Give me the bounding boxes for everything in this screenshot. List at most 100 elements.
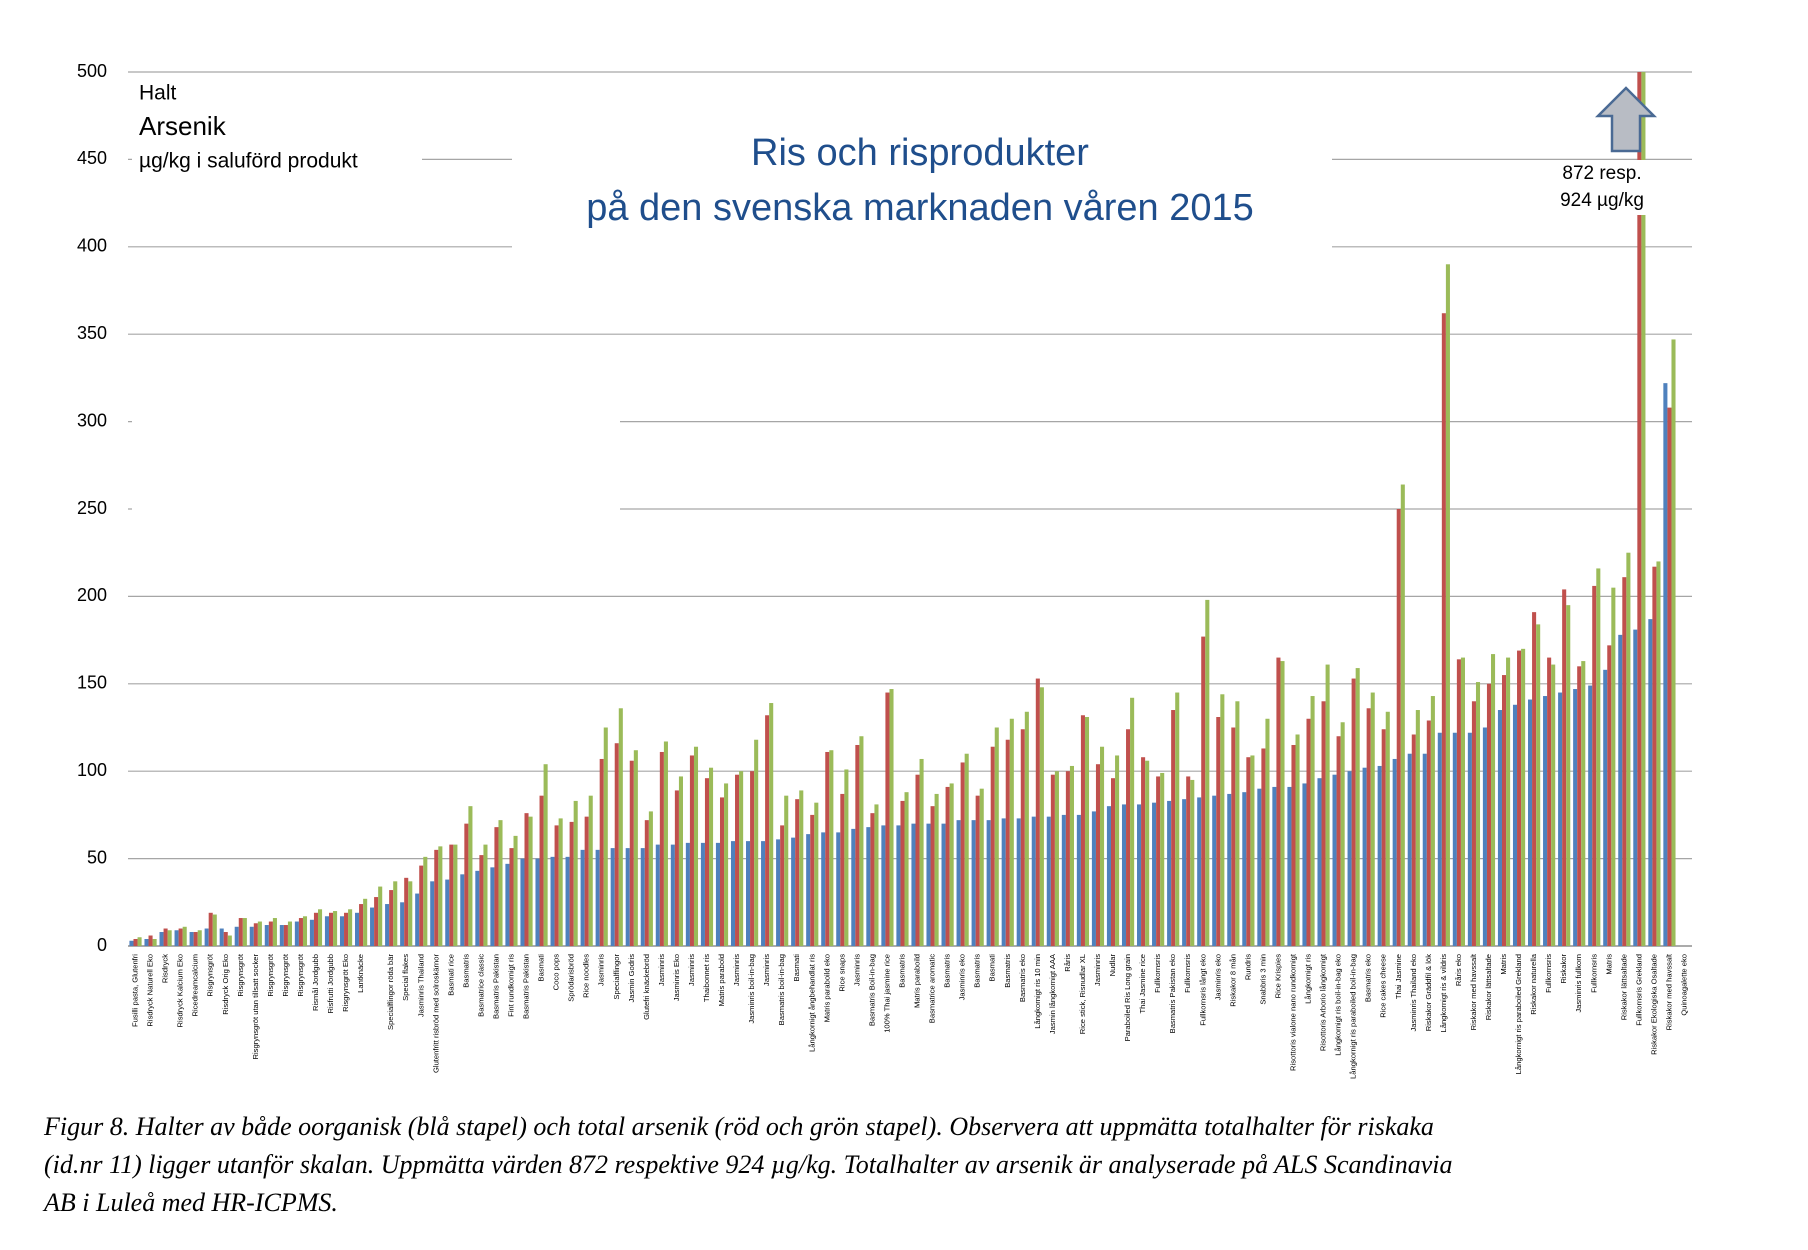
bar xyxy=(1588,685,1593,946)
bar xyxy=(468,806,473,946)
x-tick-label: Matris xyxy=(1604,954,1613,975)
ylabel: Arsenik xyxy=(139,111,227,141)
x-tick-label: Jasminris eko xyxy=(958,954,967,1000)
x-tick-label: Jasminris xyxy=(762,954,771,986)
bar xyxy=(1152,802,1157,946)
bar xyxy=(1091,811,1096,946)
bar xyxy=(1306,718,1311,946)
bar xyxy=(144,939,149,946)
bar xyxy=(374,897,379,946)
bar xyxy=(866,827,871,946)
y-tick-label: 150 xyxy=(77,673,107,693)
x-tick-label: Långkornigt ris boil-in-bag eko xyxy=(1334,954,1343,1056)
bar xyxy=(1411,734,1416,946)
x-tick-label: Jasminris xyxy=(597,954,606,986)
bar xyxy=(404,877,409,946)
x-tick-label: Risgrynsgröt xyxy=(206,953,215,997)
bar xyxy=(1558,692,1563,946)
bar xyxy=(1592,585,1597,946)
bar xyxy=(945,786,950,946)
bar xyxy=(640,848,645,946)
bar xyxy=(348,909,353,946)
x-tick-label: Råris xyxy=(1063,954,1072,972)
bar xyxy=(1506,657,1511,946)
bar xyxy=(393,881,398,946)
bar xyxy=(494,827,499,946)
bar xyxy=(915,774,920,946)
x-tick-label: Matris paraboild xyxy=(913,954,922,1008)
bar xyxy=(264,925,269,946)
x-tick-label: Matris paraboild eko xyxy=(822,954,831,1022)
bar xyxy=(464,823,469,946)
x-tick-label: 100% Thai jasmine rice xyxy=(882,954,891,1033)
y-tick-label: 50 xyxy=(87,847,107,867)
bar xyxy=(1001,818,1006,946)
bar xyxy=(765,715,770,946)
x-tick-label: Glutenfritt risbröd med solroskärnor xyxy=(431,954,440,1073)
bar xyxy=(1377,765,1382,946)
bar xyxy=(1121,804,1127,946)
y-tick-label: 300 xyxy=(77,410,107,430)
bar xyxy=(313,912,319,946)
bar xyxy=(152,939,157,946)
bar xyxy=(1186,776,1191,946)
bar xyxy=(754,739,759,946)
bar xyxy=(1501,675,1507,946)
bar xyxy=(1652,566,1657,946)
bar xyxy=(1016,818,1021,946)
bar xyxy=(795,799,800,946)
bar xyxy=(1084,717,1090,946)
bar xyxy=(242,918,247,946)
bar xyxy=(1065,771,1070,946)
bar xyxy=(1521,648,1526,946)
bar xyxy=(1246,757,1251,946)
bar xyxy=(881,825,886,946)
bar xyxy=(238,918,243,946)
x-tick-label: Basmatris boil-in-bag xyxy=(777,954,786,1025)
bar xyxy=(415,893,420,946)
bar xyxy=(1396,509,1401,946)
bar xyxy=(1069,765,1074,946)
bar xyxy=(1231,727,1236,946)
bar xyxy=(949,783,954,946)
bar xyxy=(1637,72,1642,946)
bar xyxy=(204,928,209,946)
bar xyxy=(1551,664,1556,946)
y-tick-label: 400 xyxy=(77,236,107,256)
bar xyxy=(445,879,450,946)
bar xyxy=(1437,732,1442,946)
bar xyxy=(1517,650,1522,946)
bar xyxy=(986,820,991,946)
bar xyxy=(1532,612,1537,946)
bar xyxy=(580,849,585,946)
x-tick-label: Fullkornsris xyxy=(1183,954,1192,993)
x-tick-label: Snabbris 3 min xyxy=(1258,954,1267,1005)
x-tick-label: Risdryck Kalcium Eko xyxy=(176,954,185,1027)
bar xyxy=(851,828,856,946)
bar xyxy=(1100,746,1105,946)
x-tick-label: Fullkornsris Grekland xyxy=(1634,954,1643,1026)
bar xyxy=(655,844,660,946)
bar xyxy=(328,912,334,946)
x-tick-label: Thai Jasmine rice xyxy=(1138,954,1147,1014)
bar xyxy=(1216,717,1221,946)
bar xyxy=(960,762,965,946)
x-tick-label: Rismål Jordgubb xyxy=(311,954,320,1011)
bar xyxy=(896,825,901,946)
bar xyxy=(438,846,443,946)
arrow xyxy=(1594,86,1658,153)
bar xyxy=(1607,645,1612,946)
chart: 0 50 100 150 200 250 300 350 400 450 500 Fusilli pa… xyxy=(77,61,1692,1079)
x-tick-label: Långkornigt ris paraboiled boil-in-bag xyxy=(1349,954,1358,1079)
bar xyxy=(700,842,705,946)
bar xyxy=(1137,804,1142,946)
x-tick-label: Fusilli pasta, Glutenfri xyxy=(131,954,140,1027)
bar xyxy=(739,771,744,946)
x-tick-label: Fint rundkornigt ris xyxy=(506,954,515,1017)
annotation: 872 resp. xyxy=(1562,163,1641,184)
bar xyxy=(212,914,217,946)
bar xyxy=(339,916,345,946)
bar xyxy=(1460,657,1465,946)
bar xyxy=(524,813,529,946)
bar xyxy=(836,832,841,946)
